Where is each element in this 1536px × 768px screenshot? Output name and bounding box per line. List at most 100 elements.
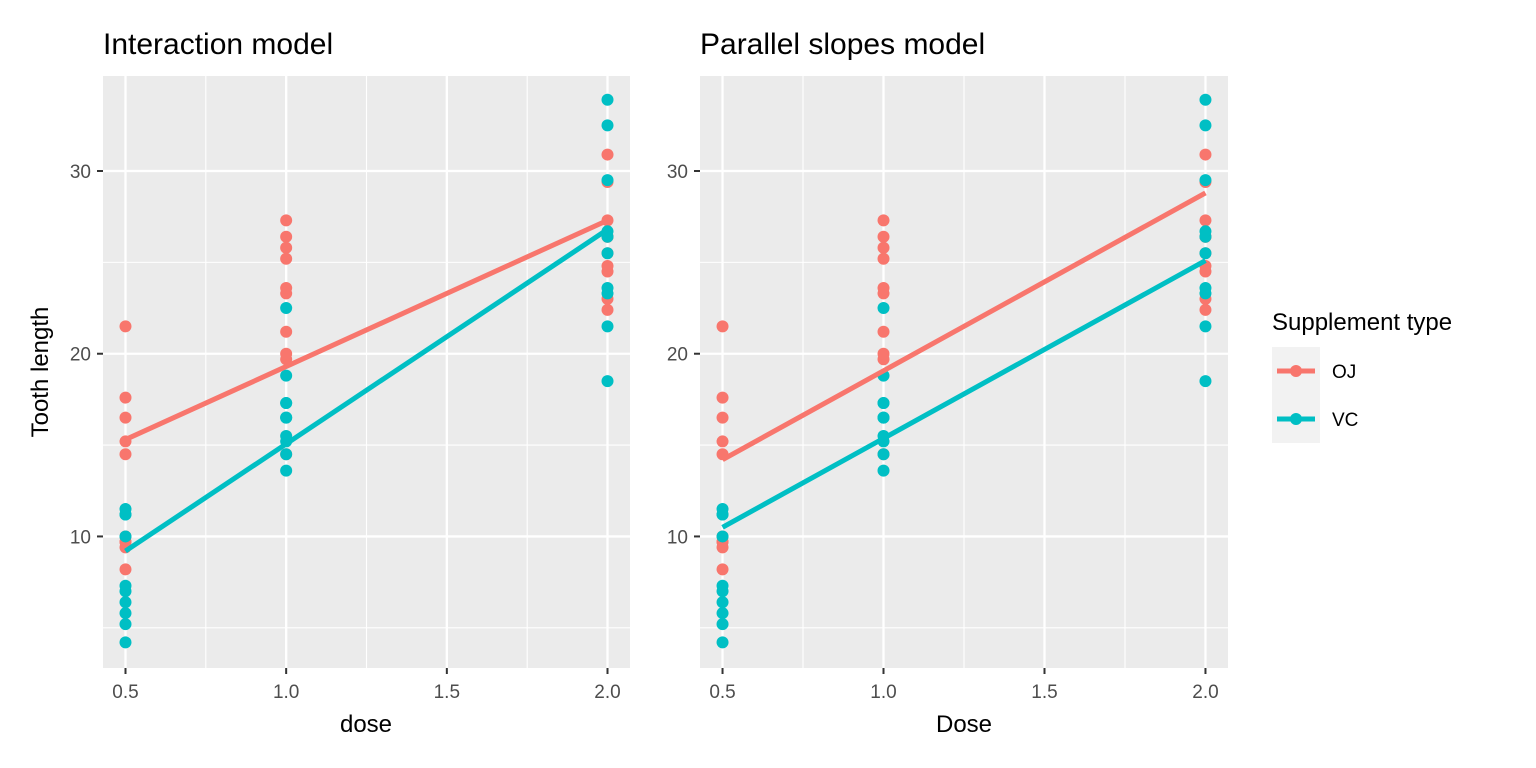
fit-line-oj <box>124 218 609 442</box>
legend-title: Supplement type <box>1272 309 1452 336</box>
data-point-vc <box>280 302 293 315</box>
data-point-vc <box>1199 247 1212 260</box>
data-point-oj <box>1199 303 1212 316</box>
legend-key-point-vc <box>1290 413 1302 425</box>
data-point-oj <box>119 448 132 461</box>
data-point-vc <box>601 375 614 388</box>
data-point-oj <box>877 252 890 265</box>
data-point-oj <box>601 303 614 316</box>
x-tick-label: 2.0 <box>1192 682 1218 703</box>
y-tick-label: 10 <box>70 527 91 548</box>
data-point-vc <box>119 636 132 649</box>
data-point-oj <box>601 260 614 273</box>
panel-title: Interaction model <box>103 28 333 61</box>
data-point-vc <box>280 369 293 382</box>
data-point-vc <box>1199 93 1212 106</box>
data-point-vc <box>601 119 614 132</box>
legend-label-oj: OJ <box>1332 362 1356 383</box>
x-tick-label: 1.0 <box>870 682 896 703</box>
data-point-vc <box>119 607 132 620</box>
data-point-vc <box>601 247 614 260</box>
data-point-vc <box>716 508 729 521</box>
x-axis-title: Dose <box>936 711 992 738</box>
data-point-vc <box>280 464 293 477</box>
y-tick-label: 20 <box>70 345 91 366</box>
data-point-oj <box>280 281 293 294</box>
data-point-vc <box>877 464 890 477</box>
data-point-oj <box>716 435 729 448</box>
fit-line-vc <box>721 258 1207 530</box>
data-point-oj <box>877 281 890 294</box>
x-tick-label: 1.5 <box>434 682 460 703</box>
data-point-vc <box>1199 375 1212 388</box>
x-tick-label: 0.5 <box>112 682 138 703</box>
y-tick-label: 30 <box>70 162 91 183</box>
y-tick-label: 10 <box>667 527 688 548</box>
data-point-vc <box>877 448 890 461</box>
data-point-vc <box>1199 287 1212 300</box>
data-point-vc <box>1199 119 1212 132</box>
data-point-vc <box>877 397 890 410</box>
data-point-vc <box>716 530 729 543</box>
y-tick-label: 30 <box>667 162 688 183</box>
data-point-vc <box>716 596 729 609</box>
data-point-oj <box>280 325 293 338</box>
data-point-oj <box>1199 214 1212 227</box>
data-point-oj <box>877 325 890 338</box>
data-point-vc <box>601 320 614 333</box>
data-point-vc <box>716 585 729 598</box>
legend-label-vc: VC <box>1332 410 1358 431</box>
data-point-oj <box>119 391 132 404</box>
data-point-oj <box>280 241 293 254</box>
data-point-vc <box>1199 320 1212 333</box>
data-point-oj <box>280 214 293 227</box>
data-point-vc <box>877 411 890 424</box>
fit-line-oj <box>721 190 1207 462</box>
x-axis-title: dose <box>340 711 392 738</box>
data-point-vc <box>877 302 890 315</box>
data-point-vc <box>1199 174 1212 187</box>
data-point-oj <box>1199 148 1212 161</box>
data-point-vc <box>716 618 729 631</box>
data-point-oj <box>877 230 890 243</box>
data-point-oj <box>716 563 729 576</box>
data-point-vc <box>601 174 614 187</box>
data-point-oj <box>877 241 890 254</box>
data-point-oj <box>716 411 729 424</box>
data-point-vc <box>1199 225 1212 238</box>
data-point-oj <box>280 252 293 265</box>
parallel-slopes-model-panel: 0.5 1.0 1.5 2.0 10 20 30 Parallel slopes model D… <box>667 28 1228 738</box>
y-axis-title: Tooth length <box>27 307 54 438</box>
data-point-oj <box>119 320 132 333</box>
data-point-vc <box>280 397 293 410</box>
data-point-vc <box>119 530 132 543</box>
legend: Supplement type OJ VC <box>1272 309 1452 443</box>
y-tick-label: 20 <box>667 345 688 366</box>
data-point-vc <box>119 585 132 598</box>
fit-line-vc <box>124 227 609 554</box>
interaction-model-panel: 0.5 1.0 1.5 2.0 10 20 30 Interaction model dose T… <box>27 28 630 738</box>
data-point-oj <box>716 320 729 333</box>
data-point-vc <box>601 287 614 300</box>
x-tick-label: 2.0 <box>594 682 620 703</box>
data-point-oj <box>280 347 293 360</box>
data-point-vc <box>119 508 132 521</box>
panel-title: Parallel slopes model <box>700 28 985 61</box>
data-point-oj <box>716 391 729 404</box>
data-point-vc <box>280 411 293 424</box>
legend-key-point-oj <box>1290 365 1302 377</box>
data-point-vc <box>716 636 729 649</box>
data-point-vc <box>716 607 729 620</box>
data-point-vc <box>119 618 132 631</box>
data-point-oj <box>119 411 132 424</box>
data-point-vc <box>280 448 293 461</box>
data-point-oj <box>280 230 293 243</box>
data-point-oj <box>119 563 132 576</box>
x-tick-label: 1.5 <box>1031 682 1057 703</box>
data-point-vc <box>119 596 132 609</box>
x-tick-label: 1.0 <box>273 682 299 703</box>
data-point-vc <box>601 93 614 106</box>
data-point-oj <box>877 214 890 227</box>
x-tick-label: 0.5 <box>709 682 735 703</box>
